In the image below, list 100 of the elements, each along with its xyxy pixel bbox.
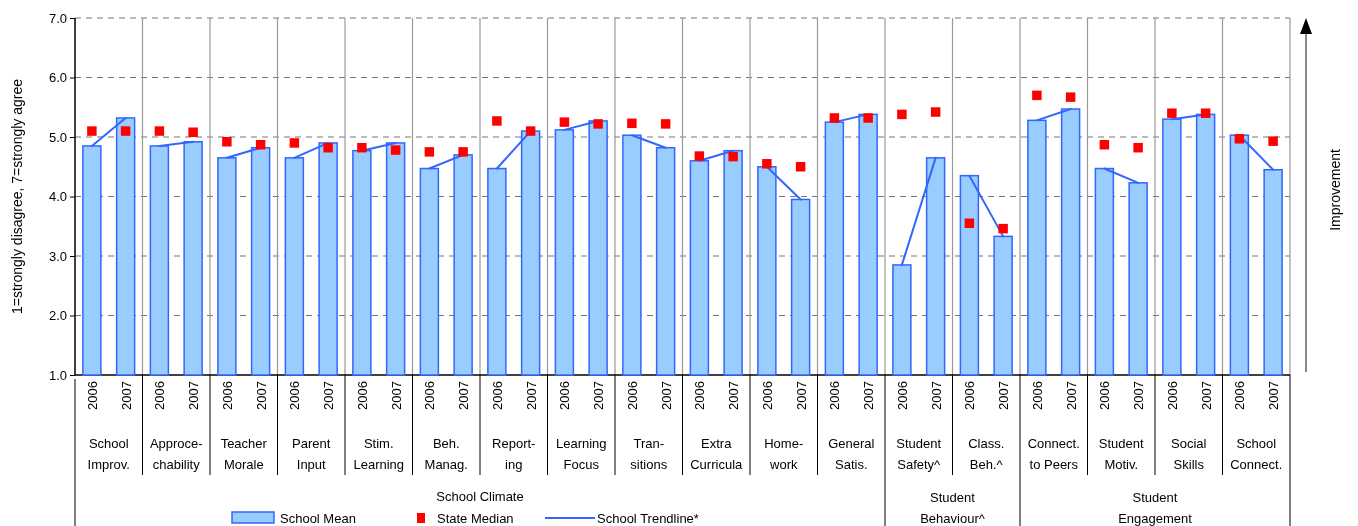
x-tick-label: 2007	[523, 381, 539, 410]
point	[1032, 90, 1042, 101]
x-tick-label: 2007	[928, 381, 944, 410]
point	[728, 151, 738, 162]
point	[323, 142, 333, 153]
text: School Improv.	[87, 436, 130, 472]
point	[829, 113, 840, 123]
x-tick-label: 2007	[1266, 381, 1282, 410]
text: Home- work	[764, 436, 804, 472]
point	[1167, 108, 1177, 118]
point	[1065, 92, 1076, 102]
point	[154, 126, 165, 136]
x-tick-label: 2006	[1097, 381, 1113, 410]
x-tick-label: 2006	[489, 381, 505, 410]
x-tick-label: 2006	[557, 381, 573, 410]
text: Connect. to Peers	[1027, 436, 1080, 472]
text: School Climate	[436, 489, 524, 504]
point	[357, 142, 367, 153]
x-tick-label: 2006	[1164, 381, 1180, 410]
x-tick-label: 2006	[759, 381, 775, 410]
point	[492, 116, 502, 126]
point	[559, 117, 570, 127]
point	[1268, 136, 1278, 146]
text: Report- ing	[492, 436, 536, 472]
x-tick-label: 2006	[894, 381, 910, 410]
point	[863, 113, 873, 123]
x-tick-label: 2007	[861, 381, 877, 410]
y-tick-label: 6.0	[48, 70, 67, 86]
y-tick-label: 2.0	[48, 308, 67, 324]
text: Student Engagement	[1118, 490, 1193, 526]
y-tick-label: 7.0	[48, 10, 67, 26]
point	[930, 107, 941, 117]
point	[525, 126, 536, 136]
x-tick-label: 2007	[186, 381, 202, 410]
x-tick-label: 2006	[692, 381, 708, 410]
point	[627, 118, 637, 129]
y-tick-label: 5.0	[48, 129, 67, 145]
point	[795, 162, 806, 172]
point	[289, 138, 300, 148]
x-tick-label: 2007	[726, 381, 742, 410]
text: Extra Curricula	[690, 436, 744, 472]
point	[897, 109, 907, 120]
text: Class. Beh.^	[968, 436, 1005, 472]
x-tick-label: 2006	[962, 381, 978, 410]
x-tick-label: 2006	[287, 381, 303, 410]
x-tick-label: 2006	[354, 381, 370, 410]
x-tick-label: 2006	[422, 381, 438, 410]
text: Improvement	[1327, 149, 1343, 231]
point	[762, 159, 772, 169]
x-tick-label: 2007	[118, 381, 134, 410]
legend-label: School Trendline*	[597, 511, 699, 526]
point	[390, 145, 401, 155]
x-tick-label: 2007	[388, 381, 404, 410]
x-tick-label: 2006	[1232, 381, 1248, 410]
x-tick-label: 2007	[793, 381, 809, 410]
x-tick-label: 2006	[84, 381, 100, 410]
x-tick-label: 2007	[253, 381, 269, 410]
x-tick-label: 2007	[996, 381, 1012, 410]
point	[458, 147, 468, 157]
point	[593, 119, 603, 129]
point	[1234, 134, 1245, 144]
y-axis-title: 1=strongly disagree, 7=strongly agree	[9, 78, 25, 315]
point	[1133, 142, 1143, 153]
legend-label: State Median	[437, 511, 514, 526]
text: General Satis.	[828, 436, 875, 472]
y-tick-label: 4.0	[48, 189, 67, 205]
point	[120, 126, 131, 136]
text: Stim. Learning	[353, 436, 405, 472]
point	[1200, 108, 1211, 118]
text: School Connect.	[1230, 436, 1283, 472]
text: Approce- chability	[149, 436, 203, 472]
x-tick-label: 2007	[1198, 381, 1214, 410]
x-tick-label: 2006	[624, 381, 640, 410]
y-tick-label: 3.0	[48, 248, 67, 264]
point	[222, 137, 232, 147]
y-tick-label: 1.0	[48, 367, 67, 383]
x-tick-label: 2006	[219, 381, 235, 410]
text: Beh. Manag.	[424, 436, 468, 472]
text: Tran- sitions	[630, 436, 668, 472]
x-tick-label: 2007	[591, 381, 607, 410]
point	[998, 223, 1008, 234]
text: Student Behaviour^	[920, 490, 986, 526]
x-tick-label: 2007	[321, 381, 337, 410]
point	[188, 127, 198, 137]
point	[87, 126, 97, 136]
text: Student Safety^	[896, 436, 942, 472]
x-tick-label: 2006	[1029, 381, 1045, 410]
point	[660, 119, 671, 129]
text: Social Skills	[1171, 436, 1207, 472]
x-tick-label: 2006	[827, 381, 843, 410]
point	[964, 218, 975, 229]
point	[255, 139, 266, 150]
x-tick-label: 2007	[658, 381, 674, 410]
text: Learning Focus	[555, 436, 607, 472]
text: Teacher Morale	[220, 436, 268, 472]
x-tick-label: 2007	[456, 381, 472, 410]
point	[694, 151, 705, 161]
x-tick-label: 2007	[1063, 381, 1079, 410]
text: Parent Input	[292, 436, 331, 472]
x-tick-label: 2006	[152, 381, 168, 410]
